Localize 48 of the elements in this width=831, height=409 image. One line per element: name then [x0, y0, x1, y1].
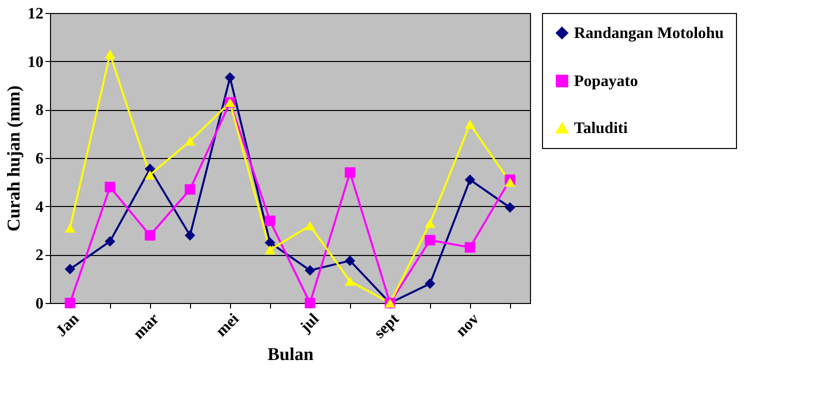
x-tick-label: Jan: [52, 310, 83, 340]
x-tick-label: mar: [130, 310, 163, 343]
y-tick-label: 0: [36, 296, 44, 312]
point: [464, 120, 476, 129]
point: [504, 178, 516, 187]
y-tick-label: 4: [36, 198, 44, 216]
point: [304, 298, 316, 308]
point: [264, 245, 276, 254]
legend-label: Randangan Motolohu: [574, 25, 724, 42]
point: [184, 230, 196, 241]
y-tick-label: 12: [28, 6, 44, 22]
point: [104, 182, 116, 192]
y-tick-label: 6: [36, 150, 44, 168]
y-tick-label: 10: [28, 54, 44, 71]
legend-label: Taluditi: [574, 120, 628, 137]
point: [264, 237, 276, 248]
point: [464, 242, 476, 253]
y-axis-title: Curah hujan (mm): [4, 85, 24, 232]
point: [64, 298, 76, 308]
point: [424, 234, 436, 246]
point: [424, 218, 436, 228]
point: [144, 170, 156, 180]
x-tick-label: mei: [212, 310, 243, 340]
point: [184, 184, 196, 195]
point: [184, 136, 196, 146]
point: [104, 50, 116, 59]
point: [144, 230, 156, 241]
point: [504, 202, 516, 213]
point: [64, 264, 76, 274]
x-tick-label: jul: [296, 310, 323, 336]
point: [424, 278, 436, 289]
point: [344, 167, 356, 178]
point: [304, 265, 316, 276]
point: [264, 216, 276, 226]
point: [344, 255, 356, 266]
point: [464, 174, 476, 185]
y-tick-label: 2: [36, 247, 44, 264]
x-tick-label: sept: [371, 310, 403, 342]
point: [144, 164, 156, 174]
legend-label: Popayato: [574, 73, 638, 90]
point: [64, 224, 76, 233]
x-tick-label: nov: [452, 310, 483, 340]
point: [104, 236, 116, 247]
point: [344, 276, 356, 286]
y-tick-label: 8: [36, 102, 44, 120]
point: [224, 72, 236, 83]
point: [304, 221, 316, 230]
x-axis-title: Bulan: [267, 344, 314, 364]
